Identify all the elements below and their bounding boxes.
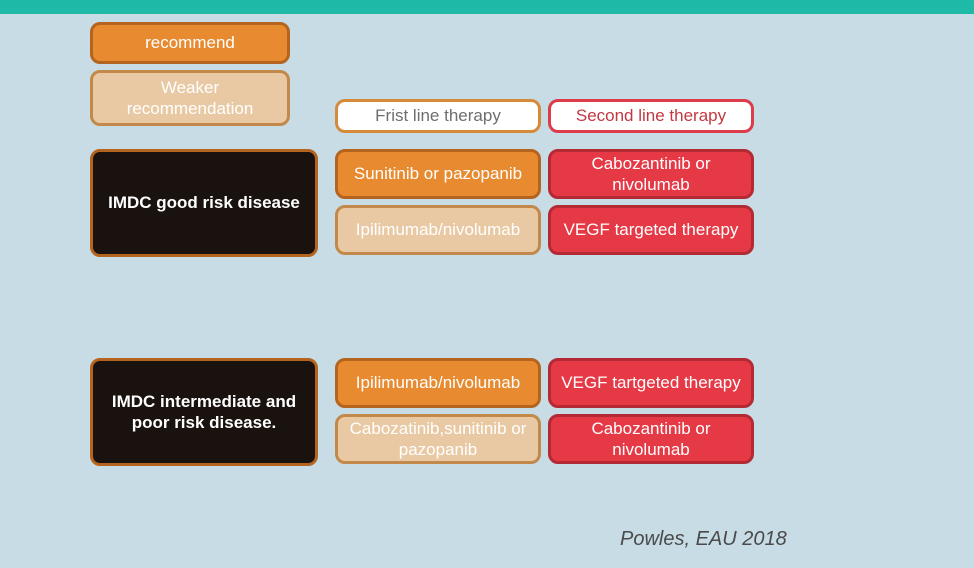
poor-firstline-strong-text: Ipilimumab/nivolumab	[356, 372, 520, 393]
poor-firstline-weak: Cabozatinib,sunitinib or pazopanib	[335, 414, 541, 464]
header-first-line-label: Frist line therapy	[375, 105, 501, 126]
row-good-risk-label: IMDC good risk disease	[90, 149, 318, 257]
header-second-line: Second line therapy	[548, 99, 754, 133]
slide-background: recommend Weaker recommendation Frist li…	[0, 0, 974, 568]
good-firstline-strong-text: Sunitinib or pazopanib	[354, 163, 522, 184]
poor-risk-text: IMDC intermediate and poor risk disease.	[101, 391, 307, 434]
poor-secondline-a: VEGF tartgeted therapy	[548, 358, 754, 408]
top-accent-bar	[0, 0, 974, 14]
good-risk-text: IMDC good risk disease	[108, 192, 300, 213]
legend-weaker-label: Weaker recommendation	[101, 77, 279, 120]
good-firstline-weak-text: Ipilimumab/nivolumab	[356, 219, 520, 240]
good-firstline-strong: Sunitinib or pazopanib	[335, 149, 541, 199]
header-first-line: Frist line therapy	[335, 99, 541, 133]
header-second-line-label: Second line therapy	[576, 105, 726, 126]
citation: Powles, EAU 2018	[620, 528, 787, 551]
good-firstline-weak: Ipilimumab/nivolumab	[335, 205, 541, 255]
legend-recommend-label: recommend	[145, 32, 235, 53]
good-secondline-a: Cabozantinib or nivolumab	[548, 149, 754, 199]
poor-firstline-strong: Ipilimumab/nivolumab	[335, 358, 541, 408]
poor-secondline-b: Cabozantinib or nivolumab	[548, 414, 754, 464]
good-secondline-a-text: Cabozantinib or nivolumab	[559, 153, 743, 196]
row-poor-risk-label: IMDC intermediate and poor risk disease.	[90, 358, 318, 466]
legend-weaker: Weaker recommendation	[90, 70, 290, 126]
legend-recommend: recommend	[90, 22, 290, 64]
good-secondline-b-text: VEGF targeted therapy	[564, 219, 739, 240]
good-secondline-b: VEGF targeted therapy	[548, 205, 754, 255]
poor-secondline-a-text: VEGF tartgeted therapy	[561, 372, 741, 393]
poor-firstline-weak-text: Cabozatinib,sunitinib or pazopanib	[346, 418, 530, 461]
poor-secondline-b-text: Cabozantinib or nivolumab	[559, 418, 743, 461]
